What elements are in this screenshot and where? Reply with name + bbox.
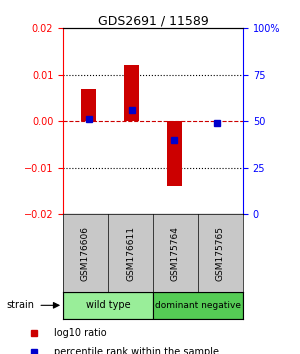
Text: strain: strain bbox=[6, 300, 34, 310]
Text: GSM175765: GSM175765 bbox=[216, 225, 225, 281]
Text: percentile rank within the sample: percentile rank within the sample bbox=[54, 347, 219, 354]
Text: wild type: wild type bbox=[86, 300, 130, 310]
Bar bbox=[124, 65, 139, 121]
Text: dominant negative: dominant negative bbox=[155, 301, 241, 310]
Text: log10 ratio: log10 ratio bbox=[54, 328, 106, 338]
Title: GDS2691 / 11589: GDS2691 / 11589 bbox=[98, 14, 208, 27]
Bar bbox=[81, 89, 96, 121]
Text: GSM176611: GSM176611 bbox=[126, 225, 135, 281]
Text: GSM176606: GSM176606 bbox=[81, 225, 90, 281]
Bar bbox=[63, 292, 153, 319]
Bar bbox=[153, 292, 243, 319]
Text: GSM175764: GSM175764 bbox=[171, 225, 180, 281]
Bar bbox=[167, 121, 182, 186]
